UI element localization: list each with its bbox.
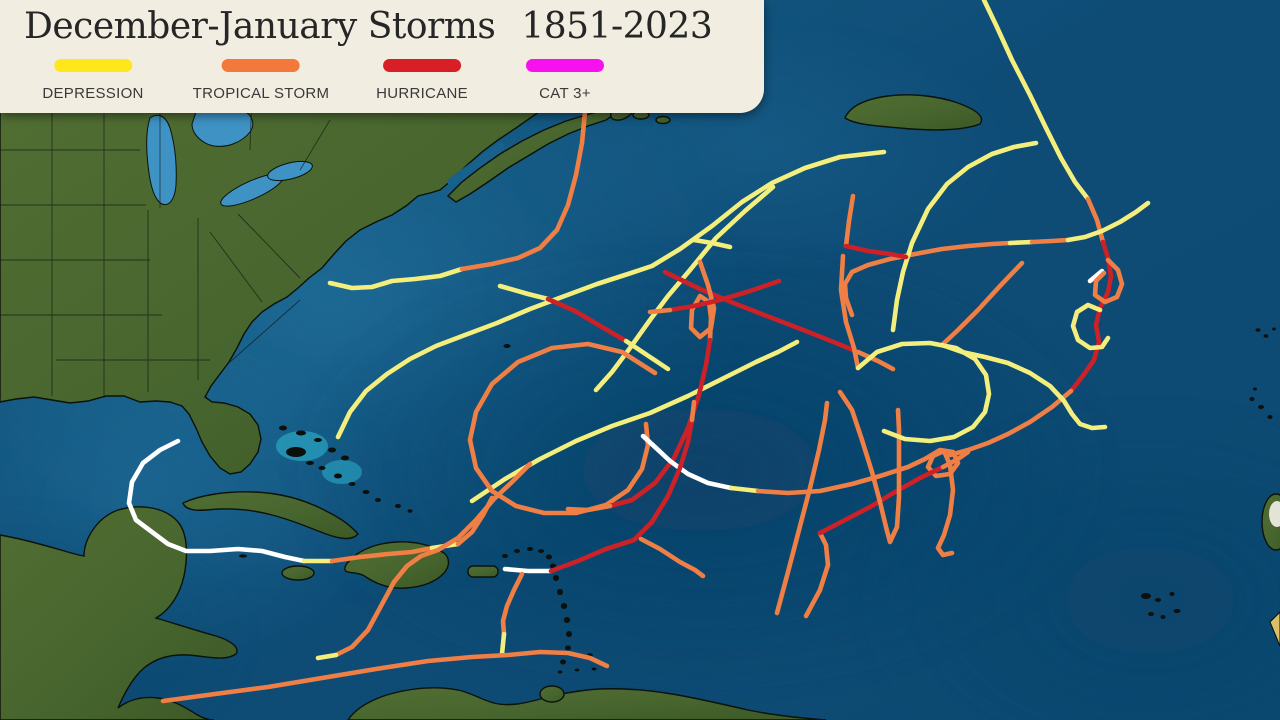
eastern-atlantic-islands (1141, 327, 1276, 619)
storm-track-yellow-ne-loop-depression (1070, 302, 1111, 351)
storm-track-orange-down-red-storm (843, 193, 856, 249)
bahamas (279, 425, 413, 513)
legend-swatch (222, 59, 300, 72)
storm-track-sa-ne-diag-storm (803, 530, 831, 619)
central-america (0, 506, 238, 720)
legend-panel: December-January Storms 1851-2023 DEPRESS… (0, 0, 764, 113)
storm-track-top-long-track-depression (981, 0, 1091, 202)
storm-track-sa-ne-diag-storm (940, 449, 971, 470)
lakes-layer (146, 86, 610, 207)
storm-track-right-orange-to-yellow-storm (939, 260, 1025, 348)
storm-track-gulf-white-loop-unknown (126, 438, 307, 564)
storm-track-short-red-x-hurricane (545, 296, 629, 344)
storm-track-ene-hook-storm (1029, 237, 1071, 245)
puerto-rico (467, 565, 499, 578)
trinidad (539, 685, 565, 703)
storm-track-top-long-track-storm (1085, 196, 1106, 245)
storm-track-white-center-pigtail-storm (755, 447, 961, 558)
legend-title-text: December-January Storms (24, 6, 496, 47)
storm-track-nw-yellow-diag-depression (593, 184, 776, 393)
storm-track-ene-hook-depression (1007, 239, 1035, 246)
storm-track-gulf-white-loop-storm (329, 545, 435, 564)
legend-item-tropical-storm: TROPICAL STORM (193, 59, 330, 102)
storm-track-ene-hook-storm (842, 240, 1013, 318)
storm-track-top-red-arc-hurricane (667, 278, 782, 313)
storm-track-pr-red-ne-storm (689, 399, 697, 423)
legend-swatch (383, 59, 461, 72)
storm-track-long-south-storm (160, 649, 610, 704)
lake-ontario (267, 160, 313, 182)
storm-track-inner-loop-red-storm (565, 503, 613, 513)
storm-track-venezuela-branch-storm (638, 536, 706, 579)
storm-track-top-long-track-hurricane (1068, 239, 1114, 394)
legend-label: TROPICAL STORM (192, 85, 330, 102)
legend-label: DEPRESSION (42, 85, 144, 102)
storm-track-orange-down-red-hurricane (843, 243, 909, 260)
storm-track-steep-orange-storm (774, 400, 830, 616)
storm-track-pointed-loop-storm (837, 389, 902, 545)
islands-layer (239, 327, 1280, 674)
storm-track-short-red-x-depression (623, 338, 671, 372)
storm-track-white-center-pigtail-depression (728, 485, 761, 494)
north-america (0, 85, 560, 475)
storm-track-pr-red-ne-hurricane (548, 417, 695, 574)
storm-track-right-orange-to-yellow-depression (939, 342, 1108, 431)
legend-swatch (526, 59, 604, 72)
storm-track-orange-curl-storm (1092, 257, 1125, 305)
cuba (182, 491, 359, 540)
storm-track-red-diag-top-hurricane (662, 269, 861, 355)
legend-swatch (53, 59, 132, 72)
storm-tracks-layer (126, 0, 1151, 704)
storm-track-ene-hook-depression (1065, 200, 1151, 243)
newfoundland (844, 94, 983, 131)
bay-of-fundy (447, 142, 505, 187)
lake-michigan (146, 114, 177, 206)
lesser-antilles (239, 344, 597, 674)
jamaica (281, 565, 315, 581)
legend-item-hurricane: HURRICANE (376, 59, 468, 102)
storm-track-pr-south-depression (499, 631, 507, 657)
legend-label: CAT 3+ (539, 85, 591, 102)
legend-item-depression: DEPRESSION (42, 59, 143, 102)
storm-track-antilles-sw-diag-storm (333, 461, 533, 658)
storm-track-big-orange-loop-storm (467, 341, 658, 516)
storm-track-yellow-arc-ne-depression (890, 140, 1039, 333)
storm-track-inner-loop-red-hurricane (607, 337, 713, 509)
legend-title-years: 1851-2023 (521, 6, 713, 47)
storm-track-nova-scotia-depression (327, 266, 465, 291)
storm-track-yellow-rounded-loop-depression (855, 340, 992, 444)
storm-track-top-red-arc-storm (647, 307, 673, 315)
storm-track-white-stub-unknown (1087, 268, 1105, 284)
state-borders (0, 91, 331, 398)
storm-track-yellow-rounded-loop-storm (838, 253, 861, 371)
storm-track-big-yellow-arc-depression (335, 149, 887, 440)
storm-track-antilles-sw-diag-depression (315, 652, 339, 661)
storm-track-sa-ne-diag-hurricane (817, 464, 946, 536)
legend-title: December-January Storms 1851-2023 (24, 6, 760, 47)
storm-track-red-diag-top-storm (855, 349, 896, 372)
legend-label: HURRICANE (376, 85, 468, 102)
storm-track-short-red-x-depression (497, 283, 551, 302)
storm-track-cross-stub-depression (691, 237, 733, 250)
storm-track-pr-red-ne-unknown (502, 566, 554, 574)
legend-item-cat-3-: CAT 3+ (526, 59, 604, 102)
storm-track-pr-south-storm (500, 571, 525, 637)
